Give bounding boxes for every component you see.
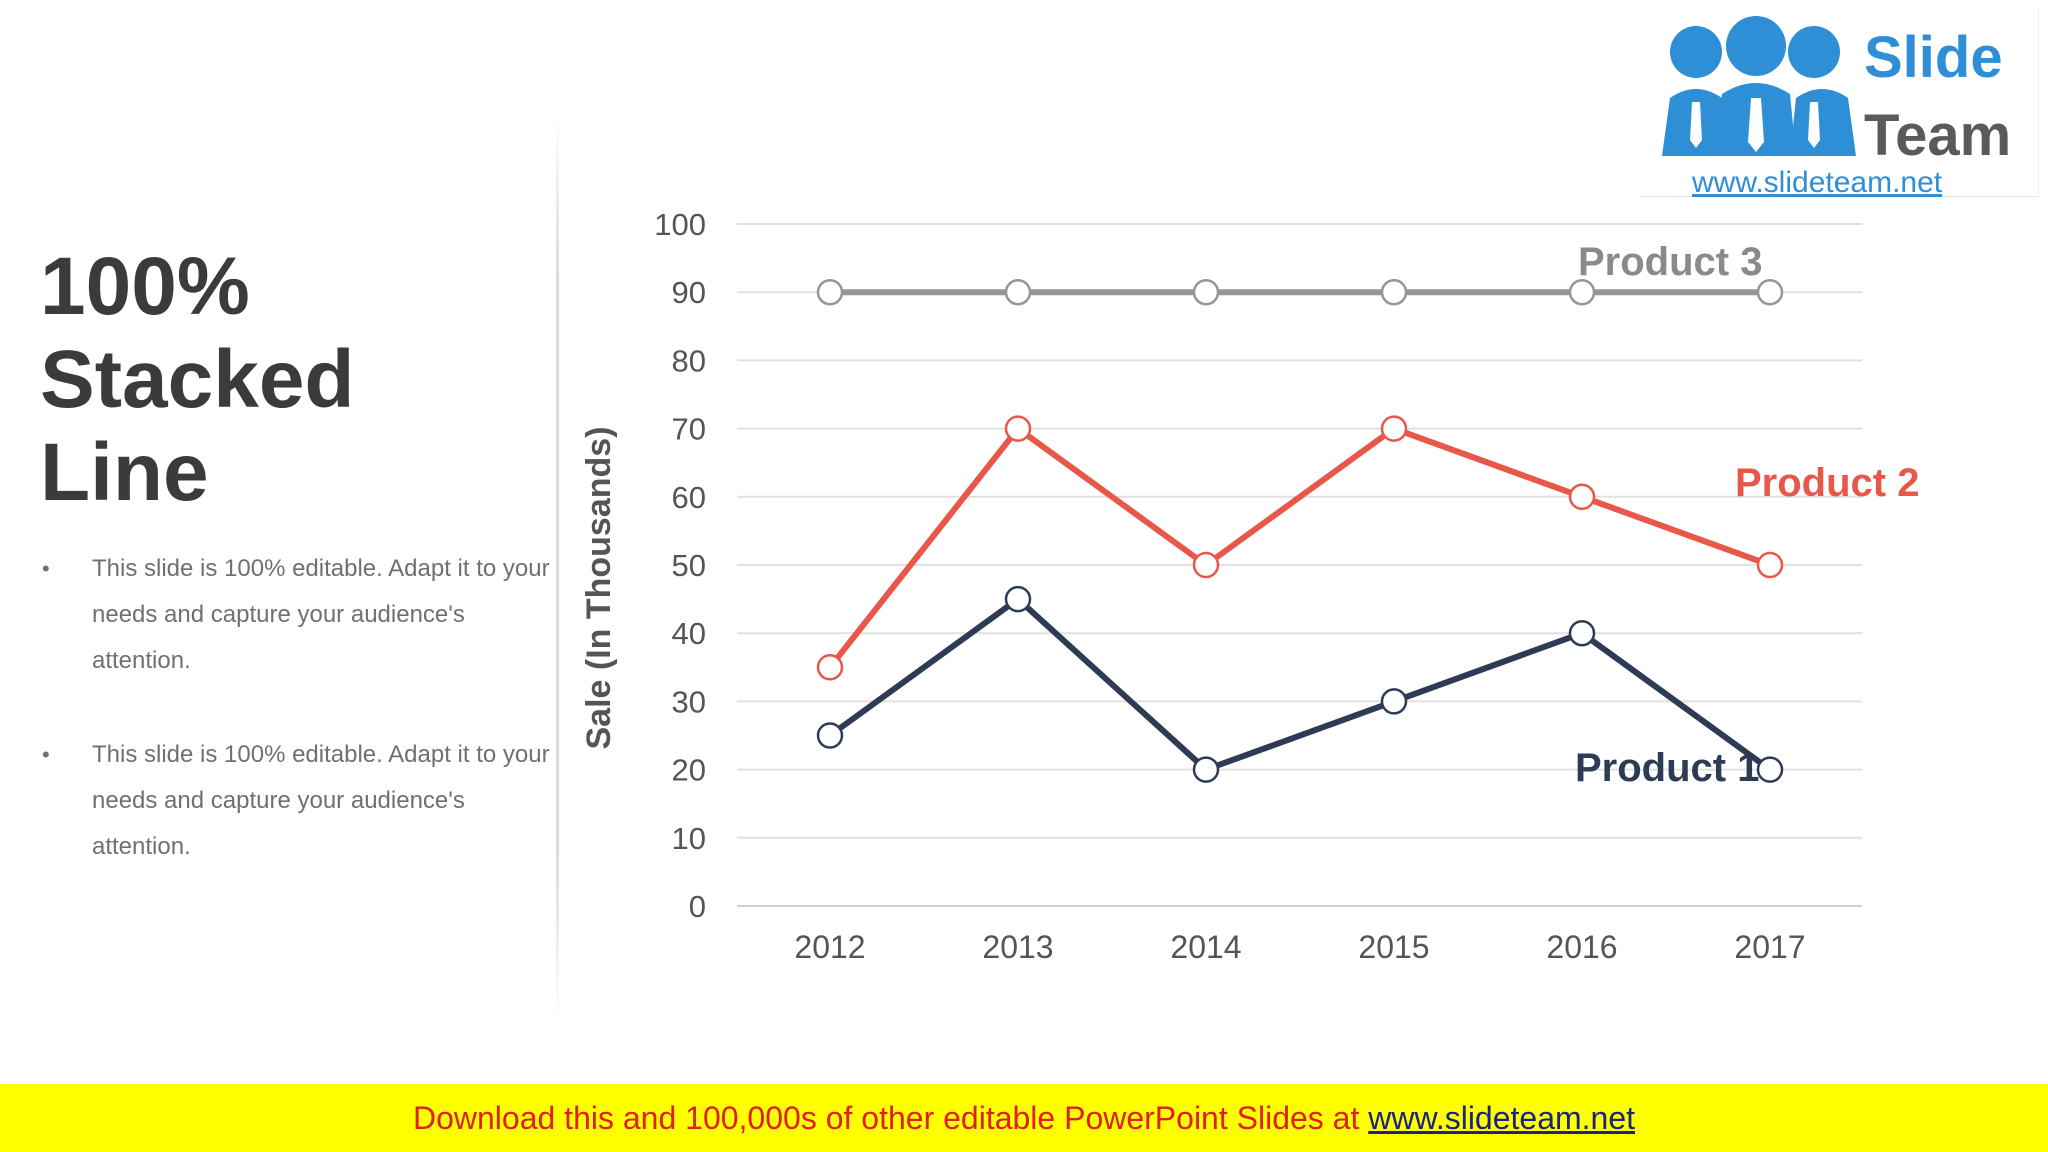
y-tick-label: 50 (672, 548, 706, 583)
x-tick-label: 2017 (1734, 929, 1805, 965)
x-tick-label: 2012 (794, 929, 865, 965)
data-point (1380, 278, 1408, 306)
bullet-dot-icon: • (42, 742, 50, 767)
logo-url-link[interactable]: www.slideteam.net (1692, 166, 1943, 199)
y-tick-label: 30 (672, 684, 706, 719)
line-chart: 0 10 20 30 40 50 60 70 80 90 100 2012 2013 2014 2015 2… (580, 207, 1919, 965)
data-point (1568, 619, 1596, 647)
series-label: Product 2 (1735, 461, 1919, 505)
slideteam-logo[interactable]: Slide Team www.slideteam.net (1640, 6, 2039, 199)
series-line (827, 425, 1772, 670)
data-point (1004, 585, 1032, 613)
y-tick-label: 40 (672, 616, 706, 651)
y-tick-label: 70 (672, 412, 706, 447)
slide-title: 100% Stacked Line (40, 241, 355, 518)
bullet-list: • This slide is 100% editable. Adapt it … (40, 546, 560, 918)
logo-text-team: Team (1864, 103, 2012, 168)
data-point (1756, 278, 1784, 306)
bullet-text: This slide is 100% editable. Adapt it to… (92, 741, 550, 860)
y-tick-label: 100 (654, 207, 706, 242)
data-point (1192, 551, 1220, 579)
data-point (1380, 415, 1408, 442)
download-banner: Download this and 100,000s of other edit… (0, 1084, 2048, 1152)
data-point (1756, 756, 1784, 783)
data-point (1004, 415, 1032, 442)
series-line (828, 596, 1772, 773)
y-tick-label: 90 (672, 275, 706, 310)
series-label: Product 3 (1578, 240, 1762, 284)
y-tick-label: 60 (672, 480, 706, 515)
data-point (1192, 278, 1220, 306)
y-tick-label: 20 (672, 753, 706, 788)
data-point (1568, 278, 1596, 306)
data-point (1756, 551, 1784, 579)
data-point (816, 722, 844, 749)
banner-link[interactable]: www.slideteam.net (1368, 1100, 1636, 1136)
x-tick-label: 2015 (1358, 929, 1429, 965)
x-tick-label: 2016 (1546, 929, 1617, 965)
bullet-dot-icon: • (42, 556, 50, 581)
vertical-divider (556, 110, 559, 1020)
y-tick-label: 0 (689, 889, 706, 924)
x-tick-label: 2014 (1170, 929, 1241, 965)
data-point (1192, 756, 1220, 783)
bullet-item: • This slide is 100% editable. Adapt it … (40, 732, 560, 870)
data-point (1568, 483, 1596, 511)
bullet-item: • This slide is 100% editable. Adapt it … (40, 546, 560, 684)
data-point (1004, 278, 1032, 306)
series-label: Product 1 (1575, 746, 1759, 790)
y-tick-label: 80 (672, 343, 706, 378)
x-tick-label: 2013 (982, 929, 1053, 965)
data-point (816, 654, 844, 681)
bullet-text: This slide is 100% editable. Adapt it to… (92, 555, 550, 674)
data-point (1380, 688, 1408, 715)
data-point (816, 278, 844, 306)
logo-text-slide: Slide (1864, 25, 2003, 90)
y-axis-label: Sale (In Thousands) (580, 426, 618, 749)
y-tick-label: 10 (672, 821, 706, 856)
banner-text: Download this and 100,000s of other edit… (412, 1100, 1360, 1136)
people-logo-icon (1662, 16, 1856, 156)
